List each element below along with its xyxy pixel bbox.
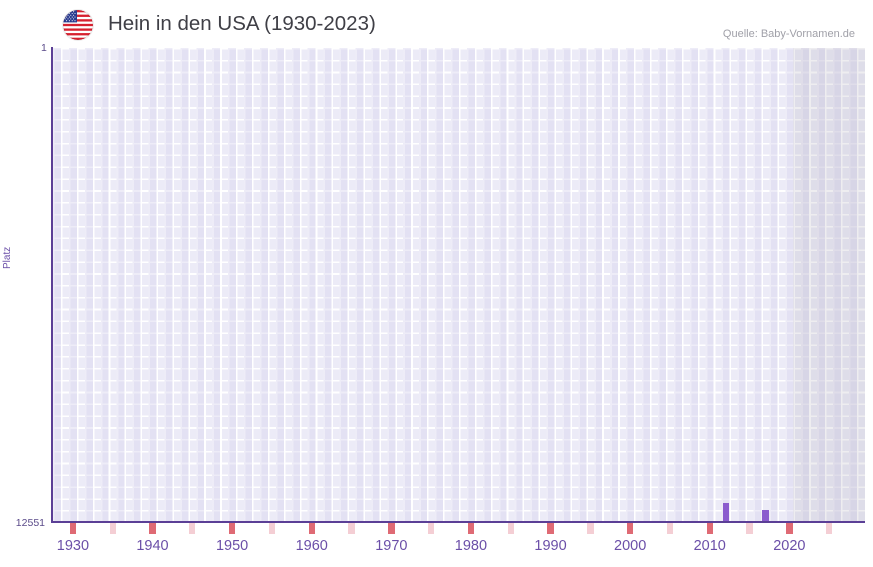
bar-2017[interactable] — [762, 509, 769, 522]
x-tick-mark-1980 — [467, 523, 475, 534]
x-axis-line — [51, 521, 865, 523]
x-axis-label-2020: 2020 — [773, 538, 806, 554]
x-tick-mark-2010 — [706, 523, 713, 534]
y-axis-title: Platz — [2, 246, 13, 269]
us-flag-icon — [63, 10, 93, 40]
x-tick-mark-2020 — [786, 523, 793, 534]
y-axis-line — [51, 47, 53, 523]
x-tick-mark-2015 — [746, 523, 753, 534]
x-axis-label-2000: 2000 — [614, 538, 647, 554]
source-label: Quelle: Baby-Vornamen.de — [722, 28, 855, 40]
x-tick-mark-1930 — [69, 523, 77, 534]
plot-area — [53, 48, 865, 522]
x-axis-label-1930: 1930 — [56, 538, 90, 554]
x-tick-mark-2000 — [626, 523, 634, 534]
grid-column-tint — [53, 48, 865, 522]
x-tick-mark-1955 — [268, 523, 276, 534]
y-axis-tick-bottom: 12551 — [15, 517, 45, 529]
x-axis-label-1960: 1960 — [295, 538, 328, 554]
page-title: Hein in den USA (1930-2023) — [108, 12, 376, 35]
x-tick-mark-2025 — [825, 523, 833, 534]
y-axis-tick-top: 1 — [41, 42, 47, 54]
x-tick-mark-1950 — [228, 523, 236, 534]
x-axis-label-2010: 2010 — [693, 538, 726, 554]
x-tick-mark-1990 — [547, 523, 554, 534]
x-tick-mark-2005 — [666, 523, 674, 534]
x-tick-mark-1970 — [388, 523, 395, 534]
x-tick-mark-1965 — [348, 523, 355, 534]
x-axis-label-1940: 1940 — [136, 538, 169, 554]
x-axis-label-1950: 1950 — [215, 538, 249, 554]
x-tick-mark-1985 — [507, 523, 514, 534]
x-axis-label-1980: 1980 — [454, 538, 488, 554]
x-tick-mark-1940 — [149, 523, 156, 534]
x-tick-mark-1995 — [587, 523, 594, 534]
x-tick-mark-1935 — [109, 523, 116, 534]
x-tick-mark-1960 — [308, 523, 315, 534]
bar-2012[interactable] — [722, 503, 729, 522]
x-axis-label-1970: 1970 — [375, 538, 408, 554]
no-data-shaded-region — [793, 48, 865, 522]
x-tick-mark-1975 — [427, 523, 435, 534]
x-axis-label-1990: 1990 — [534, 538, 567, 554]
x-tick-mark-1945 — [189, 523, 196, 534]
